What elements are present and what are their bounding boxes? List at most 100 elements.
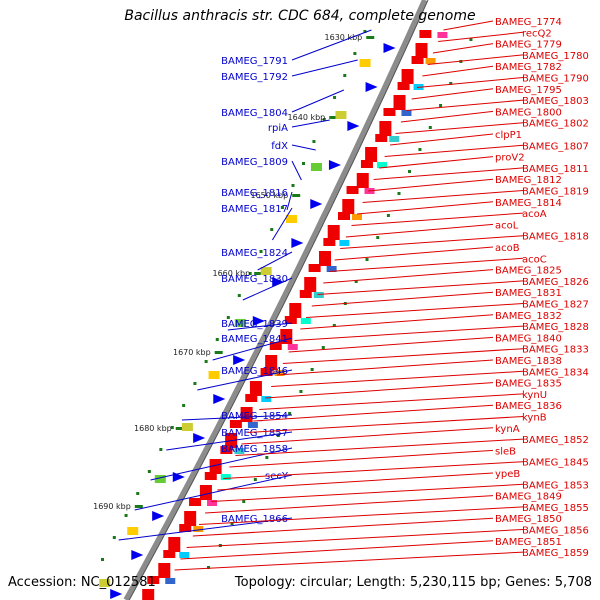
reverse-gene-arrow xyxy=(375,134,388,142)
reverse-gene-leader xyxy=(317,280,524,295)
reverse-strand-dot xyxy=(397,192,401,195)
reverse-gene-leader xyxy=(259,393,524,410)
reverse-gene-arrow xyxy=(401,69,414,84)
reverse-gene-leader xyxy=(400,110,494,123)
forward-gene-leader xyxy=(197,369,293,391)
strand-dot-tracks xyxy=(100,30,473,569)
reverse-gene-label: recQ2 xyxy=(522,28,552,39)
forward-gene-label: BAMEG_1846 xyxy=(221,366,288,377)
forward-strand-dot xyxy=(343,74,347,77)
reverse-gene-leader xyxy=(192,517,494,537)
reverse-gene-leader xyxy=(235,438,524,456)
forward-gene-label: fdX xyxy=(271,141,288,152)
cog-category-block xyxy=(234,448,245,454)
forward-gene-leader xyxy=(291,119,330,128)
kbp-tick-mark xyxy=(292,194,301,197)
reverse-gene-leader xyxy=(384,144,524,157)
reverse-strand-dot xyxy=(376,236,380,239)
reverse-gene-label: acoC xyxy=(522,254,547,265)
forward-strand-dot xyxy=(333,96,337,99)
cog-category-block xyxy=(389,136,400,142)
kbp-tick-mark xyxy=(214,351,223,354)
reverse-gene-leader xyxy=(288,336,494,353)
cog-category-block xyxy=(154,475,166,483)
backbone-edge xyxy=(128,0,429,600)
reverse-strand-dot xyxy=(242,500,246,503)
kbp-tick-label: 1640 kbp xyxy=(288,113,326,122)
forward-gene-labels: BAMEG_1791 BAMEG_1792 BAMEG_1804 rpiA fdX BAM… xyxy=(118,29,372,541)
cog-category-block xyxy=(437,32,448,38)
reverse-gene-label: BAMEG_1795 xyxy=(495,85,562,96)
kbp-tick-label: 1630 kbp xyxy=(325,33,363,42)
forward-gene-arrow xyxy=(328,160,341,170)
forward-gene-label: BAMEG_1804 xyxy=(221,108,288,119)
reverse-gene-label: BAMEG_1825 xyxy=(495,266,562,277)
reverse-strand-dot xyxy=(253,478,257,481)
reverse-gene-leader xyxy=(271,370,524,387)
kbp-tick-mark xyxy=(134,505,143,508)
forward-gene-label: rpiA xyxy=(268,123,288,134)
cog-category-block xyxy=(401,110,412,116)
forward-gene-label: BAMEG_1866 xyxy=(221,514,288,525)
reverse-gene-label: sleB xyxy=(495,446,516,457)
forward-strand-dot xyxy=(363,30,367,33)
reverse-gene-label: BAMEG_1826 xyxy=(522,277,589,288)
forward-strand-dot xyxy=(147,470,151,473)
forward-gene-label: BAMEG_1792 xyxy=(221,72,288,83)
reverse-gene-leader xyxy=(276,359,494,376)
reverse-gene-leader xyxy=(427,54,524,65)
cog-category-block xyxy=(207,500,218,506)
forward-gene-arrow xyxy=(291,238,304,248)
cog-category-block xyxy=(181,423,193,431)
forward-strand-dot xyxy=(291,184,295,187)
cog-category-block xyxy=(313,292,324,298)
reverse-gene-leader xyxy=(311,291,494,307)
forward-gene-label: BAMEG_1809 xyxy=(221,157,288,168)
reverse-gene-leader xyxy=(351,212,524,226)
reverse-gene-arrow xyxy=(147,576,160,584)
forward-gene-label: BAMEG_1841 xyxy=(221,334,288,345)
kbp-tick-mark xyxy=(366,36,375,39)
cog-category-block xyxy=(247,422,258,428)
reverse-strand-dot xyxy=(469,38,473,41)
reverse-gene-arrow xyxy=(199,485,212,500)
reverse-gene-leader xyxy=(345,223,494,238)
reverse-gene-leader xyxy=(323,269,494,284)
reverse-gene-arrow xyxy=(360,160,373,168)
reverse-gene-leader xyxy=(443,20,494,31)
forward-strand-dot xyxy=(270,228,274,231)
reverse-gene-arrow xyxy=(204,472,217,480)
cog-category-block xyxy=(261,396,272,402)
forward-gene-label: BAMEG_1830 xyxy=(221,274,288,285)
reverse-strand-dot xyxy=(449,82,453,85)
reverse-gene-arrow xyxy=(299,290,312,298)
cog-category-block xyxy=(326,266,337,272)
reverse-gene-label: BAMEG_1849 xyxy=(495,492,562,503)
reverse-strand-dot xyxy=(386,214,390,217)
reverse-strand-dot xyxy=(299,390,303,393)
forward-gene-arrow xyxy=(383,43,396,53)
forward-strand-dot xyxy=(259,250,263,253)
reverse-strand-dot xyxy=(418,148,422,151)
forward-gene-leader xyxy=(286,191,293,211)
forward-gene-leader xyxy=(227,322,293,331)
forward-gene-leader xyxy=(291,29,372,61)
reverse-strand-dot xyxy=(408,170,412,173)
reverse-gene-arrow xyxy=(168,537,181,552)
reverse-gene-label: BAMEG_1859 xyxy=(522,548,589,559)
reverse-gene-leader xyxy=(247,416,524,433)
forward-strand-dot xyxy=(204,360,208,363)
forward-gene-arrow xyxy=(365,82,378,92)
forward-gene-arrow xyxy=(131,550,144,560)
reverse-gene-label: BAMEG_1855 xyxy=(522,503,589,514)
cog-category-block xyxy=(352,214,363,220)
reverse-gene-arrow xyxy=(284,316,297,324)
reverse-gene-label: kynA xyxy=(495,424,520,435)
forward-gene-label: BAMEG_1857 xyxy=(221,428,288,439)
forward-strand-dot xyxy=(226,316,230,319)
cog-category-block xyxy=(359,59,371,67)
reverse-gene-label: kynB xyxy=(522,413,547,424)
cog-category-block xyxy=(339,240,350,246)
reverse-gene-arrow xyxy=(269,342,282,350)
reverse-gene-leader xyxy=(186,529,524,548)
